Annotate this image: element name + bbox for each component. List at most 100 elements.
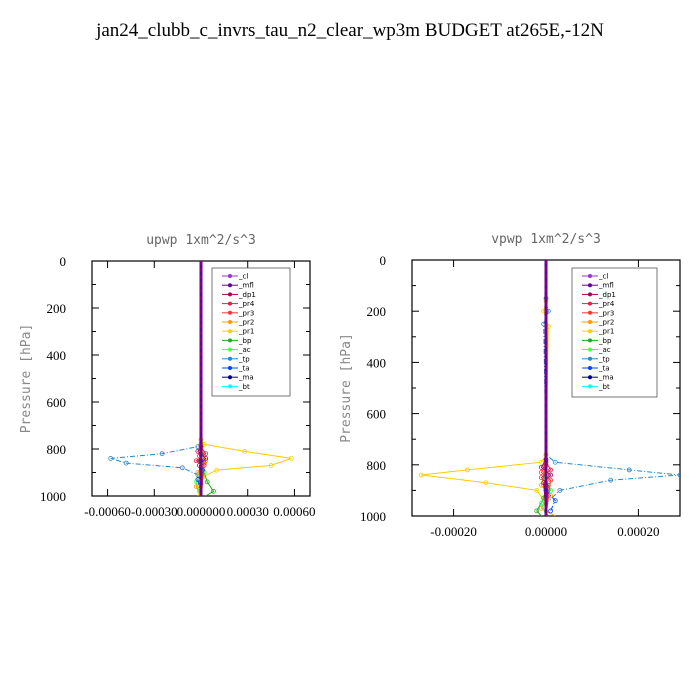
legend-label: _ma	[238, 374, 254, 382]
series-point-pr1	[534, 487, 540, 493]
legend-label: _cl	[598, 273, 608, 281]
series-point-bp	[204, 479, 210, 485]
series-point-pr1	[538, 459, 544, 465]
legend-swatch-marker	[588, 320, 592, 324]
legend-swatch-marker	[588, 301, 592, 306]
series-point-pr1	[268, 463, 274, 468]
legend-label: _pr4	[238, 300, 255, 308]
series-point-dp1	[203, 455, 209, 461]
series-point-bp	[211, 488, 216, 494]
legend-swatch-marker	[588, 356, 592, 361]
legend-label: _pr4	[598, 300, 615, 308]
series-point-pr1	[214, 467, 219, 473]
series-point-tp	[108, 455, 114, 461]
legend-swatch-marker	[228, 366, 232, 370]
series-point-tp	[159, 451, 165, 457]
legend-label: _ma	[598, 374, 614, 382]
series-point-dp1	[548, 472, 554, 478]
legend-swatch-marker	[228, 320, 232, 324]
series-point-tp	[179, 465, 185, 471]
legend-label: _pr2	[598, 319, 614, 327]
series-point-pr4	[548, 467, 554, 473]
x-tick-label: 0.00020	[617, 524, 659, 539]
series-point-tp	[608, 477, 614, 483]
y-tick-label: 1000	[40, 489, 66, 504]
legend-swatch-marker	[228, 283, 232, 288]
legend-swatch-marker	[228, 292, 232, 297]
series-line-tp	[110, 261, 202, 496]
series-point-pr4	[203, 451, 209, 457]
legend-label: _mfl	[598, 282, 614, 290]
x-tick-label: 0.00060	[273, 504, 315, 519]
series-point-pr4	[538, 475, 544, 481]
legend-label: _bt	[598, 383, 610, 391]
panel-upwp: upwp 1xm^2/s^3 Pressure [hPa] 0 200 400 600 80…	[19, 233, 316, 519]
series-point-tp	[677, 472, 680, 478]
series-line-pr1	[421, 260, 549, 516]
legend-label: _bp	[238, 337, 252, 345]
series-point-ac	[538, 500, 544, 506]
series-point-tp	[123, 460, 129, 466]
panel-vpwp: vpwp 1xm^2/s^3 Pressure [hPa] 0 200 400 600 80…	[339, 232, 681, 539]
series-point-pr4	[193, 458, 199, 464]
legend-label: _dp1	[598, 291, 616, 299]
series-point-ac	[548, 487, 554, 493]
series-point-bp	[534, 508, 540, 514]
y-axis-label: Pressure [hPa]	[19, 324, 34, 434]
legend-label: _pr3	[598, 309, 614, 317]
series-point-pr1	[288, 455, 294, 461]
legend-swatch-marker	[228, 310, 232, 315]
legend-box	[211, 267, 291, 397]
legend-swatch-marker	[588, 338, 592, 343]
series-point-pr1	[465, 467, 470, 473]
x-tick-label: 0.00000	[525, 524, 567, 539]
legend-label: _ta	[238, 365, 250, 373]
series-point-dp1	[538, 464, 544, 470]
legend-swatch-marker	[588, 283, 592, 288]
legend-swatch-marker	[588, 366, 592, 370]
series-point-pr1	[483, 480, 489, 486]
legend-swatch-marker	[228, 356, 232, 361]
legend-box	[571, 267, 658, 398]
series-point-tp	[552, 459, 558, 465]
legend-label: _mfl	[238, 282, 254, 290]
x-tick-label: -0.00060	[84, 504, 131, 519]
legend-swatch-marker	[588, 310, 592, 315]
series-point-pr1	[418, 472, 424, 478]
y-tick-label: 200	[47, 301, 67, 316]
x-tick-label: -0.00030	[131, 504, 178, 519]
y-tick-label: 800	[367, 458, 387, 473]
y-tick-label: 400	[47, 348, 67, 363]
y-tick-label: 200	[367, 304, 387, 319]
legend-label: _pr1	[598, 328, 614, 336]
legend-swatch-marker	[588, 292, 592, 297]
y-tick-label: 800	[47, 442, 67, 457]
legend-swatch-marker	[228, 347, 232, 352]
y-tick-label: 0	[60, 254, 67, 269]
series-point-tp	[557, 487, 563, 493]
series-point-pr3	[538, 470, 544, 475]
legend-swatch-marker	[228, 301, 232, 306]
y-tick-label: 1000	[360, 509, 386, 524]
legend-label: _dp1	[238, 291, 256, 299]
figure-title: jan24_clubb_c_invrs_tau_n2_clear_wp3m BU…	[96, 20, 604, 41]
legend-swatch-marker	[228, 338, 232, 343]
y-tick-label: 600	[47, 395, 67, 410]
x-tick-label: -0.00020	[430, 524, 477, 539]
series-point-pr1	[242, 448, 248, 454]
y-tick-label: 600	[367, 407, 387, 422]
legend-label: _bp	[598, 337, 612, 345]
legend-label: _pr2	[238, 319, 254, 327]
legend-label: _cl	[238, 273, 248, 281]
legend-label: _ac	[598, 346, 611, 354]
x-tick-label: 0.00030	[227, 504, 269, 519]
y-axis-label: Pressure [hPa]	[339, 333, 354, 443]
legend-swatch-marker	[228, 375, 232, 380]
series-line-tp	[543, 260, 680, 516]
x-tick-label: 0.000000	[177, 504, 226, 519]
legend-swatch-marker	[588, 347, 592, 352]
legend-label: _pr3	[238, 309, 254, 317]
legend-label: _ta	[598, 365, 610, 373]
series-point-ta	[552, 498, 558, 504]
